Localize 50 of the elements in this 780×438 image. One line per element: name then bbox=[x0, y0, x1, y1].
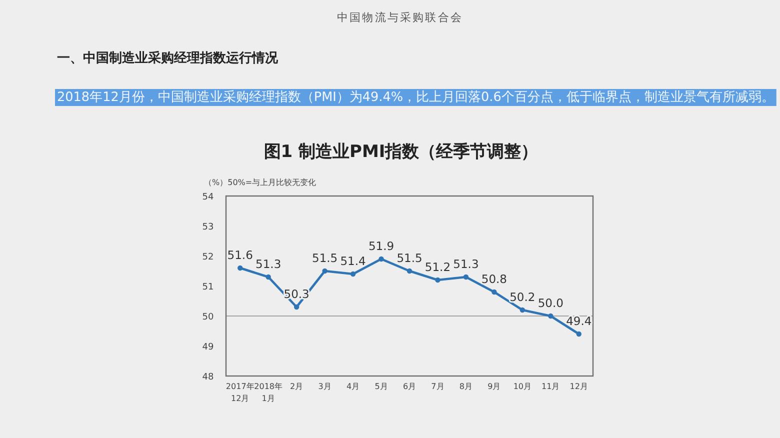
point bbox=[492, 289, 497, 295]
y-tick-label: 48 bbox=[202, 372, 214, 382]
x-tick-label: 7月 bbox=[431, 382, 444, 391]
point bbox=[378, 256, 384, 262]
data-label: 50.2 bbox=[510, 290, 536, 304]
x-tick-label: 5月 bbox=[374, 382, 388, 391]
x-tick-label: 12月 bbox=[570, 382, 588, 391]
y-axis-title: （%）50%=与上月比较无变化 bbox=[204, 178, 316, 187]
point bbox=[435, 277, 440, 283]
x-tick-label: 11月 bbox=[542, 382, 560, 391]
x-tick-label: 2月 bbox=[290, 382, 304, 391]
point bbox=[266, 274, 271, 280]
x-tick-label: 2018年 1月 bbox=[254, 382, 283, 403]
data-label: 51.5 bbox=[396, 251, 422, 265]
point bbox=[238, 265, 243, 271]
y-tick-label: 49 bbox=[202, 342, 214, 352]
data-label: 51.5 bbox=[312, 251, 338, 265]
y-tick-label: 54 bbox=[202, 192, 214, 202]
data-label: 51.3 bbox=[453, 257, 479, 271]
data-label: 50.0 bbox=[538, 296, 564, 310]
text: 2018年12月份，中国制造业采购经理指数（PMI）为49.4%，比上月回落0.6个百分点，低于临界点，制造业景气有所减弱。 bbox=[57, 90, 774, 105]
point bbox=[520, 307, 526, 313]
data-label: 51.6 bbox=[227, 248, 253, 262]
point bbox=[463, 274, 469, 280]
x-tick-label: 10月 bbox=[513, 382, 532, 391]
y-tick-label: 50 bbox=[202, 312, 214, 322]
x-tick-label: 9月 bbox=[488, 382, 501, 391]
chart-title: 图1 制造业PMI指数（经季节调整） bbox=[264, 142, 538, 162]
data-label: 49.4 bbox=[566, 314, 592, 328]
x-tick-label: 2017年 12月 bbox=[226, 382, 254, 403]
data-label: 50.8 bbox=[481, 272, 507, 286]
text: 中国物流与采购联合会 bbox=[337, 11, 463, 24]
x-tick-label: 8月 bbox=[459, 382, 473, 391]
y-tick-label: 51 bbox=[202, 282, 214, 292]
text: 一、中国制造业采购经理指数运行情况 bbox=[57, 50, 279, 66]
y-tick-label: 52 bbox=[202, 252, 214, 262]
x-tick-label: 3月 bbox=[318, 382, 332, 391]
x-tick-label: 4月 bbox=[346, 382, 360, 391]
point bbox=[322, 268, 328, 274]
point bbox=[576, 331, 582, 337]
data-label: 51.2 bbox=[424, 260, 451, 274]
data-label: 51.9 bbox=[368, 239, 394, 253]
point bbox=[406, 268, 412, 274]
data-label: 51.4 bbox=[340, 254, 366, 268]
data-label: 51.3 bbox=[256, 257, 282, 271]
point bbox=[548, 313, 554, 319]
point bbox=[294, 304, 300, 310]
point bbox=[350, 271, 356, 277]
y-tick-label: 53 bbox=[202, 222, 214, 232]
x-tick-label: 6月 bbox=[402, 382, 416, 391]
